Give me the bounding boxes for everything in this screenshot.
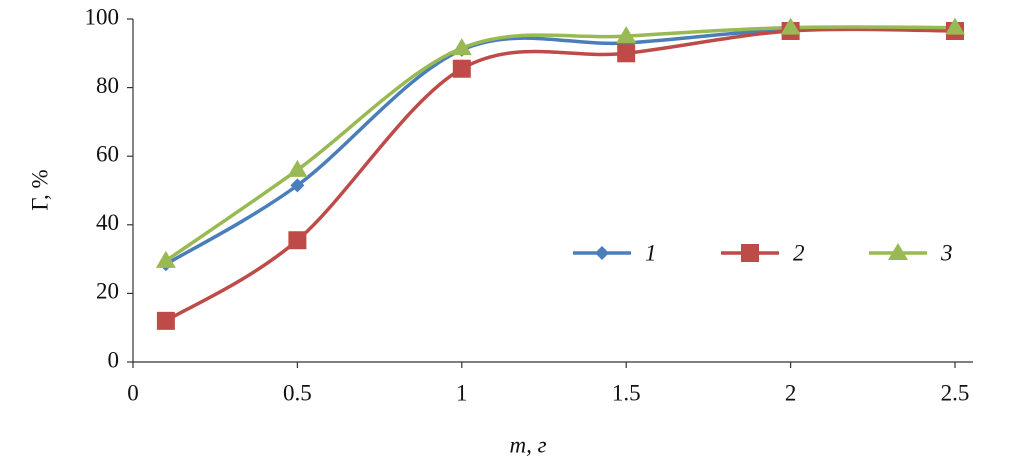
series-line: [164, 26, 956, 266]
data-point: [780, 17, 801, 35]
x-tick-label: 2: [785, 380, 797, 405]
data-point: [452, 59, 471, 78]
legend-label: 2: [793, 240, 805, 265]
series-line: [164, 25, 956, 263]
series-line: [164, 27, 956, 323]
y-tick-label: 80: [96, 73, 119, 98]
y-tick-label: 0: [108, 347, 120, 372]
legend-label: 1: [645, 240, 657, 265]
data-point: [155, 250, 176, 268]
y-tick-label: 40: [96, 210, 119, 235]
y-axis-label: Г, %: [27, 169, 52, 210]
y-tick-label: 60: [96, 141, 119, 166]
legend-marker: [595, 246, 609, 260]
data-point: [451, 38, 472, 56]
data-point: [287, 159, 308, 177]
legend-marker: [741, 244, 759, 262]
legend-label: 3: [940, 240, 953, 265]
data-point: [290, 178, 305, 193]
y-tick-label: 20: [96, 279, 119, 304]
x-tick-label: 0.5: [283, 380, 312, 405]
x-tick-label: 1: [456, 380, 468, 405]
x-axis-label: m, г: [509, 432, 546, 457]
data-point: [945, 17, 965, 35]
y-tick-label: 100: [85, 4, 120, 29]
data-point: [288, 231, 307, 250]
data-point: [156, 311, 175, 330]
data-point: [616, 26, 637, 44]
x-tick-label: 1.5: [612, 380, 641, 405]
legend-marker: [888, 243, 908, 260]
x-tick-label: 2.5: [941, 380, 970, 405]
data-point: [617, 44, 636, 63]
x-tick-label: 0: [127, 380, 139, 405]
